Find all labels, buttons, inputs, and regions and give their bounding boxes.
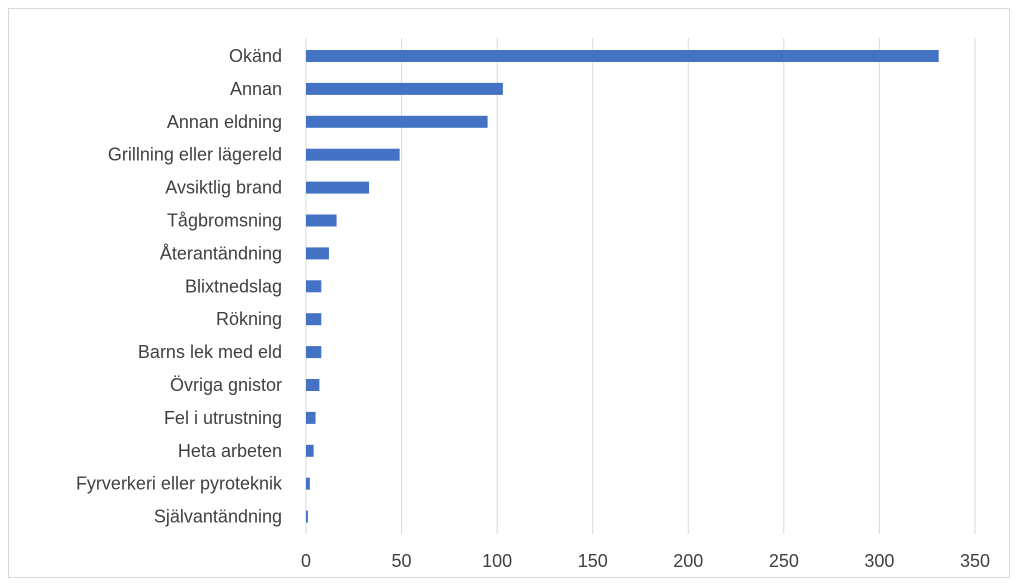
category-label: Självantändning: [154, 507, 282, 527]
x-tick-label: 0: [301, 551, 311, 571]
category-labels: Okänd Annan Annan eldning Grillning eller l…: [76, 46, 283, 527]
category-label: Tågbromsning: [167, 211, 282, 231]
category-label: Återantändning: [160, 243, 282, 263]
x-tick-label: 150: [578, 551, 608, 571]
category-label: Annan: [230, 79, 282, 99]
x-tick-label: 50: [392, 551, 412, 571]
x-tick-label: 200: [673, 551, 703, 571]
bar: [306, 148, 400, 161]
gridlines: [305, 38, 976, 534]
x-tick-label: 300: [864, 551, 894, 571]
category-label: Heta arbeten: [178, 441, 282, 461]
bar: [306, 115, 488, 128]
category-label: Okänd: [229, 46, 282, 66]
category-label: Annan eldning: [167, 112, 282, 132]
category-label: Grillning eller lägereld: [108, 145, 282, 165]
chart-frame: [8, 8, 1010, 578]
category-label: Fyrverkeri eller pyroteknik: [76, 474, 283, 494]
x-tick-label: 350: [960, 551, 990, 571]
x-tick-labels: 0 50 100 150 200 250 300 350: [301, 551, 990, 571]
bar: [306, 477, 310, 490]
x-tick-label: 100: [482, 551, 512, 571]
bars: [306, 50, 939, 523]
category-label: Avsiktlig brand: [165, 178, 282, 198]
bar: [306, 50, 939, 62]
bar: [306, 510, 308, 523]
bar: [306, 346, 322, 359]
bar: [306, 411, 316, 424]
category-label: Rökning: [216, 309, 282, 329]
bar: [306, 280, 322, 293]
bar: [306, 313, 322, 326]
bar: [306, 181, 370, 194]
category-label: Övriga gnistor: [170, 375, 282, 395]
bar: [306, 214, 337, 227]
x-tick-label: 250: [769, 551, 799, 571]
bar: [306, 82, 503, 95]
bar: [306, 247, 329, 260]
category-label: Blixtnedslag: [185, 276, 282, 296]
bar: [306, 379, 320, 391]
category-label: Barns lek med eld: [138, 342, 282, 362]
bar: [306, 444, 314, 457]
category-label: Fel i utrustning: [164, 408, 282, 428]
